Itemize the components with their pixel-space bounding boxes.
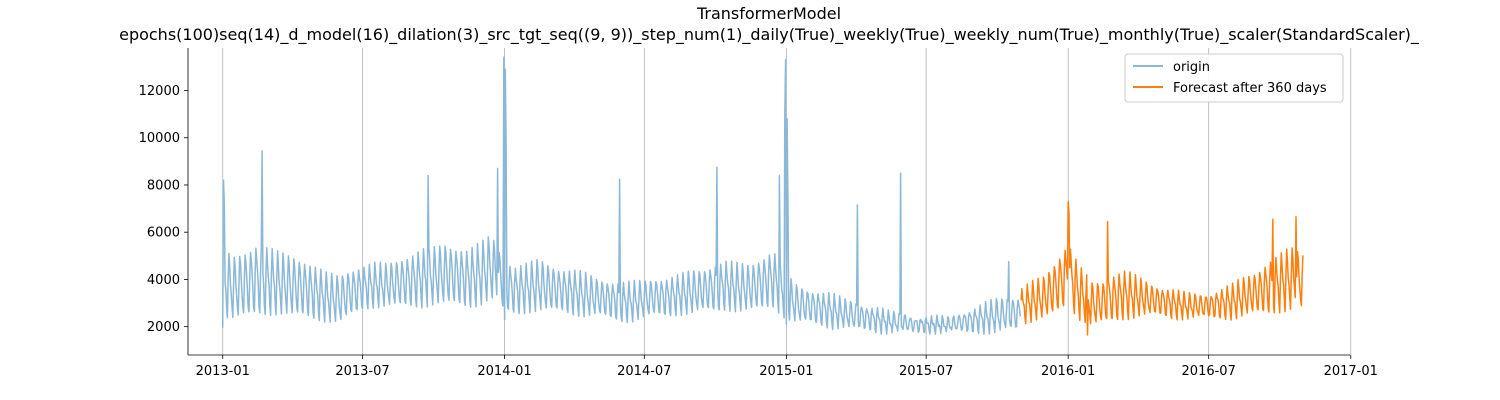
y-tick-label: 8000 xyxy=(147,178,180,193)
axes: 2013-01 2013-07 2014-01 2014-07 2015-01 2015-… xyxy=(139,48,1378,379)
legend: origin Forecast after 360 days xyxy=(1124,53,1344,103)
legend-label-forecast: Forecast after 360 days xyxy=(1173,81,1327,96)
legend-frame xyxy=(1124,53,1344,103)
legend-label-origin: origin xyxy=(1173,60,1210,75)
x-tick-label: 2017-01 xyxy=(1324,364,1378,379)
x-tick-label: 2016-07 xyxy=(1182,364,1236,379)
y-tick-label: 6000 xyxy=(147,226,180,241)
x-tick-label: 2014-01 xyxy=(477,364,531,379)
plot-area xyxy=(221,56,1304,336)
chart-title: TransformerModel xyxy=(696,4,841,23)
x-tick-label: 2016-01 xyxy=(1041,364,1095,379)
y-tick-label: 2000 xyxy=(147,320,180,335)
series-line-origin xyxy=(221,56,1022,335)
y-tick-label: 10000 xyxy=(139,131,180,146)
x-tick-label: 2014-07 xyxy=(617,364,671,379)
series-line-forecast xyxy=(1020,200,1304,336)
x-tick-label: 2015-07 xyxy=(899,364,953,379)
y-tick-label: 4000 xyxy=(147,273,180,288)
y-tick-label: 12000 xyxy=(139,84,180,99)
chart-subtitle: epochs(100)seq(14)_d_model(16)_dilation(… xyxy=(119,25,1420,45)
x-tick-label: 2015-01 xyxy=(759,364,813,379)
x-tick-label: 2013-07 xyxy=(335,364,389,379)
x-tick-label: 2013-01 xyxy=(196,364,250,379)
